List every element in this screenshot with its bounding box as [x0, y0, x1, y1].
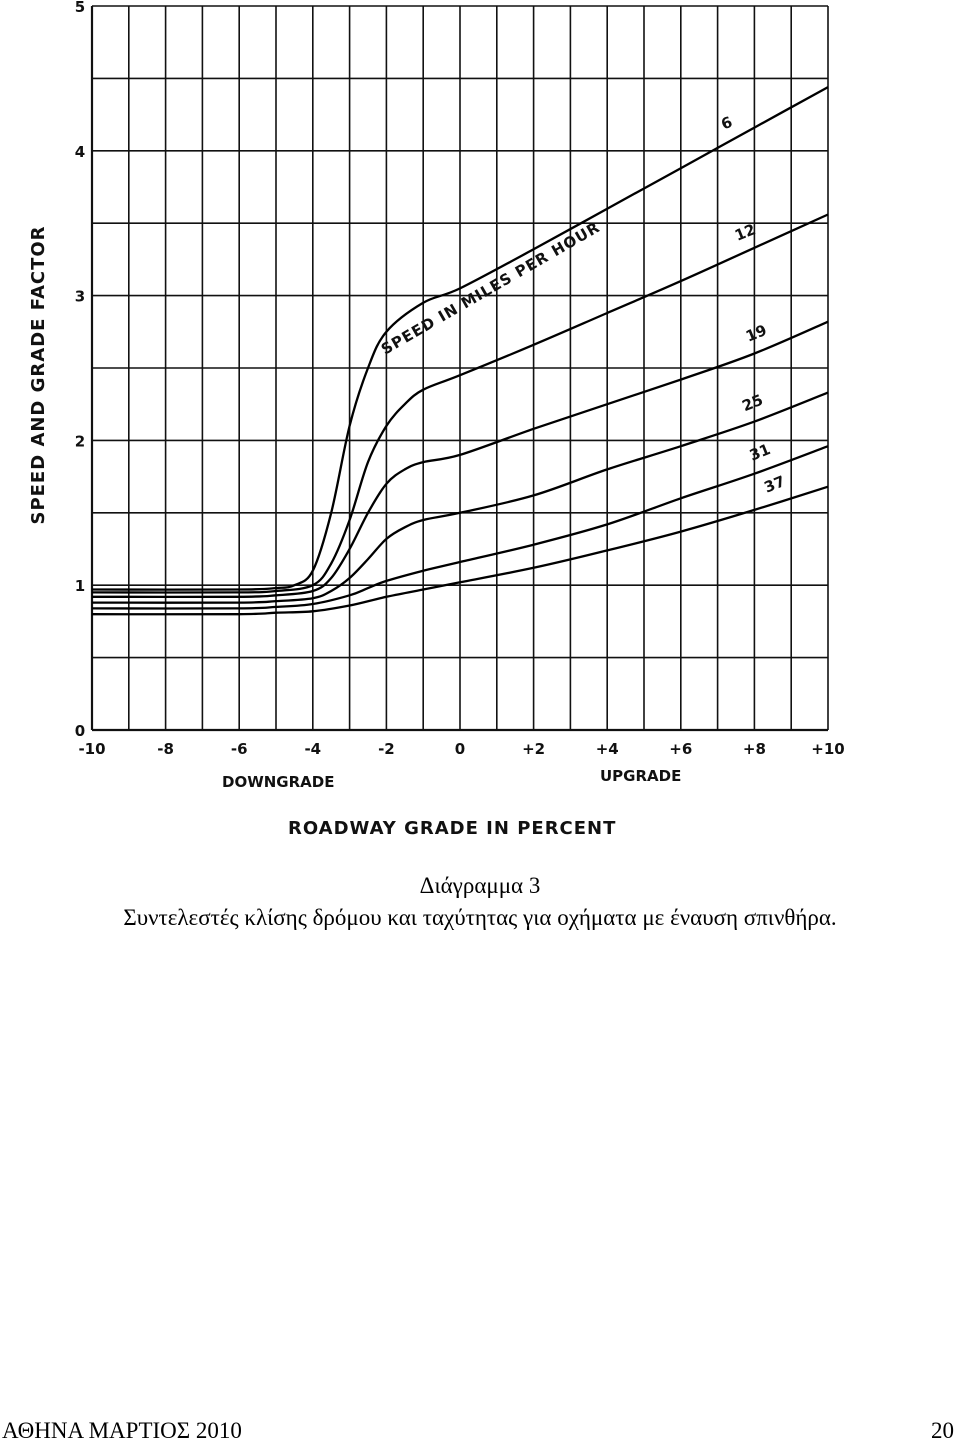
y-tick-label: 1 [75, 577, 85, 595]
x-tick-label: +8 [743, 740, 766, 758]
x-tick-label: -10 [78, 740, 105, 758]
figure-caption-subtitle: Συντελεστές κλίσης δρόμου και ταχύτητας … [123, 905, 837, 930]
series-label-31: 31 [747, 440, 773, 465]
footer-location-date: ΑΘΗΝΑ ΜΑΡΤΙΟΣ 2010 [2, 1418, 242, 1443]
chart-title: SPEED IN MILES PER HOUR [378, 218, 603, 358]
x-tick-label: +10 [811, 740, 844, 758]
series-line-25 [91, 391, 829, 604]
series-label-6: 6 [719, 113, 735, 134]
x-tick-label: -4 [304, 740, 321, 758]
x-tick-label: +2 [522, 740, 545, 758]
x-tick-label: -6 [231, 740, 248, 758]
series-line-12 [91, 213, 829, 594]
y-tick-label: 3 [75, 288, 85, 306]
x-sublabel-downgrade: DOWNGRADE [222, 773, 334, 791]
speed-grade-factor-chart: 6 1 2 19 25 31 37 -10 -8 -6 -4 -2 0 +2 +4 +6 +8 +10 0 1 2 3 4… [28, 0, 845, 839]
series-label-37: 37 [762, 472, 788, 497]
y-axis-label: SPEED AND GRADE FACTOR [28, 225, 49, 524]
x-tick-label: +6 [669, 740, 692, 758]
x-tick-label: -2 [378, 740, 395, 758]
series-line-37 [91, 485, 829, 616]
chart-tick-labels: -10 -8 -6 -4 -2 0 +2 +4 +6 +8 +10 0 1 2 3 4 5 [75, 0, 845, 758]
y-tick-label: 2 [75, 432, 85, 450]
y-tick-label: 4 [75, 143, 85, 161]
series-label-19: 19 [743, 321, 769, 346]
series-label-25: 25 [739, 391, 765, 416]
x-tick-label: +4 [596, 740, 619, 758]
y-tick-label: 0 [75, 722, 85, 740]
x-tick-label: 0 [455, 740, 465, 758]
series-line-31 [91, 445, 829, 610]
series-line-6 [91, 86, 829, 591]
x-tick-label: -8 [157, 740, 174, 758]
x-axis-label: ROADWAY GRADE IN PERCENT [288, 818, 616, 839]
series-line-19 [91, 320, 829, 599]
x-sublabel-upgrade: UPGRADE [600, 767, 681, 785]
footer-page-number: 20 [931, 1418, 954, 1443]
figure-caption-title: Διάγραμμα 3 [419, 873, 541, 898]
y-tick-label: 5 [75, 0, 85, 16]
